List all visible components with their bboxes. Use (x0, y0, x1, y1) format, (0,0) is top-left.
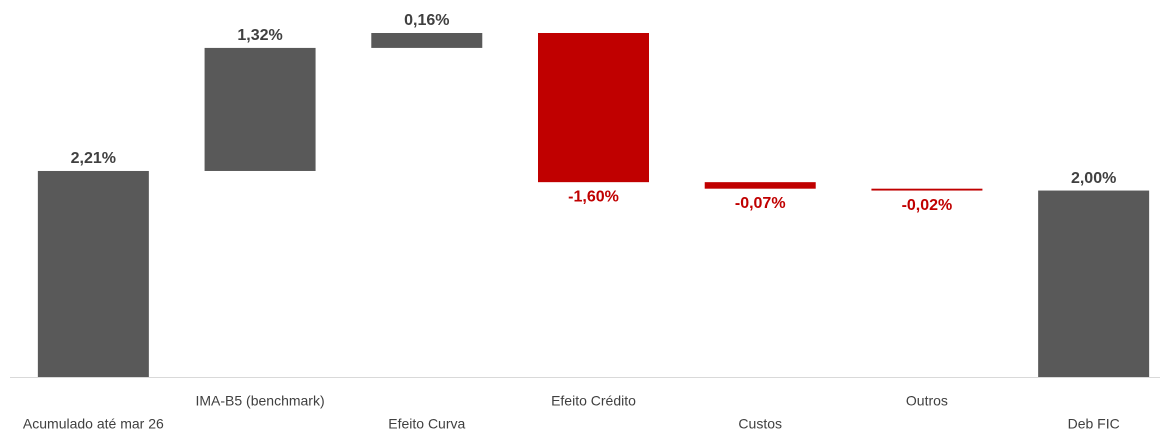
bar (1038, 190, 1150, 377)
bar (871, 188, 983, 191)
x-tick-label: Deb FIC (1068, 416, 1120, 432)
x-tick-label: Custos (738, 416, 782, 432)
x-tick-label: Efeito Crédito (551, 393, 636, 409)
x-tick-label: Efeito Curva (388, 416, 465, 432)
x-tick-label: IMA-B5 (benchmark) (195, 393, 324, 409)
bar (37, 170, 149, 377)
bar (704, 182, 816, 189)
value-label: 0,16% (404, 12, 449, 29)
value-label: 2,21% (71, 150, 116, 167)
bar (371, 33, 483, 48)
x-tick-label: Acumulado até mar 26 (23, 416, 164, 432)
value-label: -0,02% (902, 197, 953, 214)
value-label: 1,32% (237, 27, 282, 44)
value-label: 2,00% (1071, 170, 1116, 187)
value-label: -0,07% (735, 195, 786, 212)
x-tick-label: Outros (906, 393, 948, 409)
bar (204, 47, 316, 171)
value-label: -1,60% (568, 188, 619, 205)
bar (538, 33, 649, 183)
